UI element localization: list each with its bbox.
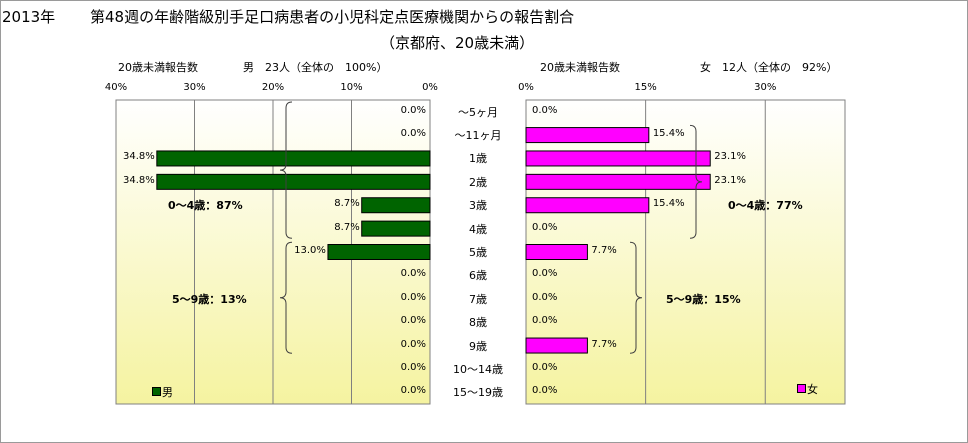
female-value-label: 7.7%: [591, 338, 617, 350]
female-tick-label: 30%: [754, 82, 777, 93]
age-category-label: 15～19歳: [453, 386, 503, 400]
male-value-label: 0.0%: [400, 361, 426, 373]
female-value-label: 0.0%: [532, 385, 558, 397]
age-category-label: 3歳: [469, 199, 487, 213]
male-tick-label: 20%: [261, 82, 285, 93]
female-brace-0-4: [689, 124, 703, 239]
age-category-label: 7歳: [469, 292, 487, 306]
age-category-label: 8歳: [469, 316, 487, 330]
female-value-label: 0.0%: [532, 315, 558, 327]
female-header-count: 女 12人（全体の 92%）: [700, 61, 838, 74]
male-bar: [156, 150, 431, 167]
male-brace-label-5-9: 5～9歳：13%: [172, 292, 247, 306]
male-value-label: 13.0%: [294, 245, 326, 256]
male-tick-label: 40%: [104, 82, 128, 93]
female-bar: [525, 150, 711, 167]
male-legend-label: 男: [162, 386, 173, 399]
male-bar: [156, 173, 431, 190]
age-category-label: 4歳: [469, 222, 487, 236]
female-value-label: 23.1%: [714, 174, 746, 186]
male-tick-label: 30%: [183, 82, 206, 93]
female-value-label: 0.0%: [532, 268, 558, 280]
male-brace-5-9: [279, 241, 293, 354]
age-category-label: ～11ヶ月: [454, 129, 502, 143]
age-category-label: 6歳: [469, 269, 487, 283]
female-value-label: 15.4%: [652, 198, 685, 210]
male-tick-label: 10%: [340, 82, 363, 93]
female-value-label: 0.0%: [532, 291, 558, 303]
chart-year: 2013年: [2, 8, 56, 26]
male-value-label: 0.0%: [400, 291, 426, 303]
male-value-label: 34.8%: [123, 174, 155, 186]
female-value-label: 23.1%: [714, 151, 746, 163]
male-brace-0-4: [279, 101, 293, 239]
age-category-label: 2歳: [469, 175, 487, 189]
female-value-label: 0.0%: [532, 361, 558, 373]
male-value-label: 8.7%: [334, 221, 360, 233]
male-bar: [361, 220, 431, 237]
female-tick-label: 15%: [634, 82, 657, 93]
age-category-label: 9歳: [469, 339, 487, 353]
male-value-label: 34.8%: [123, 151, 155, 163]
female-value-label: 0.0%: [532, 221, 558, 233]
female-brace-label-0-4: 0～4歳：77%: [728, 199, 803, 213]
female-bar: [525, 197, 650, 214]
male-value-label: 0.0%: [400, 104, 426, 116]
male-bar: [361, 197, 431, 214]
female-bar: [525, 173, 711, 190]
female-brace-5-9: [629, 241, 643, 354]
male-bar: [327, 244, 431, 260]
male-value-label: 0.0%: [400, 268, 426, 280]
chart-subtitle: （京都府、20歳未満）: [380, 34, 535, 52]
age-category-label: 10～14歳: [453, 362, 503, 376]
male-value-label: 8.7%: [334, 198, 360, 210]
male-value-label: 0.0%: [400, 338, 426, 350]
female-value-label: 15.4%: [652, 128, 685, 140]
female-tick-label: 0%: [518, 82, 534, 93]
age-category-label: ～5ヶ月: [458, 105, 498, 119]
female-legend-label: 女: [807, 383, 818, 396]
female-bar: [525, 337, 588, 354]
male-tick-label: 0%: [422, 82, 438, 93]
male-value-label: 0.0%: [400, 128, 426, 140]
chart-title: 第48週の年齢階級別手足口病患者の小児科定点医療機関からの報告割合: [90, 8, 575, 26]
male-value-label: 0.0%: [400, 385, 426, 397]
female-brace-label-5-9: 5～9歳：15%: [666, 292, 741, 306]
female-bar: [525, 127, 650, 144]
female-value-label: 0.0%: [532, 104, 558, 116]
male-header-label: 20歳未満報告数: [118, 61, 198, 74]
male-brace-label-0-4: 0～4歳：87%: [168, 199, 243, 213]
female-legend-swatch: [797, 384, 806, 393]
age-category-label: 1歳: [469, 152, 487, 166]
male-value-label: 0.0%: [400, 315, 426, 327]
female-value-label: 7.7%: [591, 245, 617, 256]
female-bar: [525, 244, 588, 260]
male-legend-swatch: [152, 387, 161, 396]
female-header-label: 20歳未満報告数: [540, 61, 620, 74]
age-category-label: 5歳: [469, 246, 487, 259]
male-header-count: 男 23人（全体の 100%）: [243, 61, 388, 74]
